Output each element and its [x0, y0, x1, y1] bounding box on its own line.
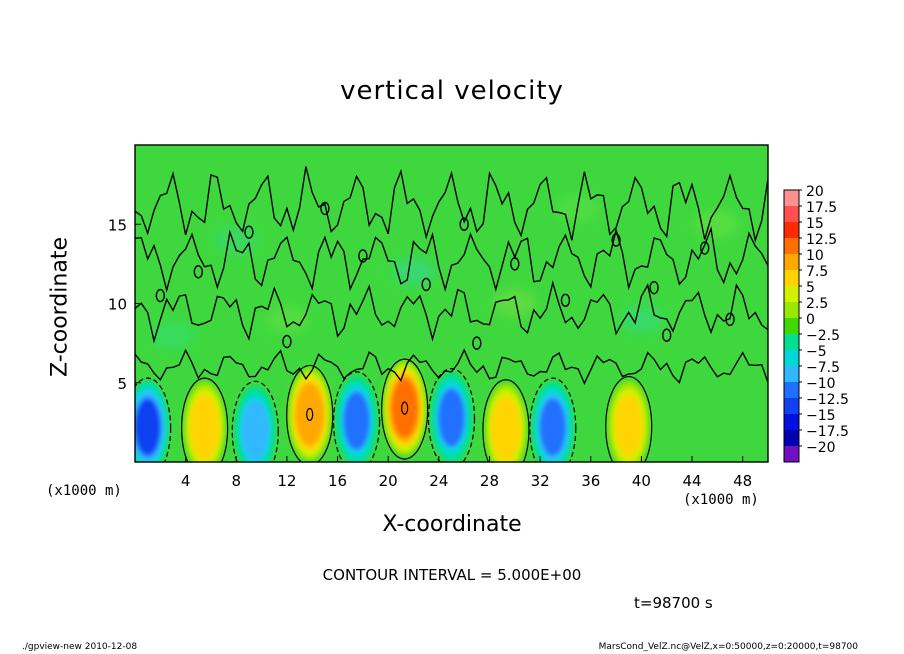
x-tick-label: 16 — [328, 472, 347, 490]
contour-blob — [725, 312, 735, 327]
x-tick-label: 48 — [733, 472, 752, 490]
y-tick-label: 5 — [117, 375, 127, 393]
downdraft-cell-3 — [332, 371, 381, 462]
colorbar-label: 17.5 — [806, 200, 837, 216]
contour-blob — [510, 257, 520, 271]
x-axis-units-right: (x1000 m) — [683, 492, 759, 508]
contour-line — [135, 348, 768, 385]
colorbar-swatch — [784, 382, 799, 399]
x-axis: 4 8 12 16 20 24 28 32 36 40 44 48 — [181, 456, 752, 490]
contour-blob — [560, 293, 571, 308]
colorbar-label: 15 — [806, 216, 824, 232]
contour-blob — [649, 280, 659, 295]
x-tick-label: 24 — [429, 472, 448, 490]
x-axis-units-left: (x1000 m) — [46, 483, 122, 499]
colorbar-frame — [783, 189, 800, 463]
contour-line — [135, 226, 768, 293]
x-tick-label: 12 — [277, 472, 296, 490]
colorbar-swatch — [784, 286, 799, 303]
contour-blob — [421, 277, 431, 292]
contour-blob — [358, 249, 368, 263]
x-tick-label: 32 — [531, 472, 550, 490]
colorbar-swatch — [784, 190, 799, 207]
colorbar-swatch — [784, 206, 799, 223]
colorbar-swatch — [784, 446, 799, 463]
plot-area — [134, 144, 769, 463]
contour-blob — [459, 217, 469, 231]
colorbar-swatch — [784, 430, 799, 447]
y-axis: 5 10 15 — [108, 216, 141, 393]
colorbar-label: 10 — [806, 248, 824, 264]
footer-right: MarsCond_VelZ.nc@VelZ,x=0:50000,z=0:2000… — [598, 642, 858, 652]
contour-blob — [155, 288, 166, 303]
contour-blob — [611, 233, 621, 247]
updraft-cell-2 — [286, 364, 334, 462]
colorbar-label: −5 — [806, 344, 827, 360]
colorbar-swatch — [784, 334, 799, 351]
colorbar-swatch — [784, 302, 799, 319]
colorbar-label: −12.5 — [806, 392, 849, 408]
contour-blob — [662, 328, 672, 342]
x-tick-label: 8 — [232, 472, 242, 490]
x-tick-label: 4 — [181, 472, 191, 490]
x-tick-label: 40 — [632, 472, 651, 490]
footer-left: ./gpview-new 2010-12-08 — [22, 642, 138, 652]
colorbar-swatch — [784, 414, 799, 431]
colorbar-label: −2.5 — [806, 328, 840, 344]
updraft-cell-6 — [482, 379, 530, 462]
colorbar-swatch — [784, 350, 799, 367]
contour-interval-label: CONTOUR INTERVAL = 5.000E+00 — [322, 566, 582, 584]
y-axis-title: Z-coordinate — [47, 237, 73, 377]
x-axis-title: X-coordinate — [382, 512, 522, 537]
colorbar-swatch — [784, 238, 799, 255]
contour-line — [135, 166, 768, 244]
colorbar-swatch — [784, 366, 799, 383]
contour-blob — [244, 225, 254, 239]
y-tick-label: 10 — [108, 296, 127, 314]
colorbar-label: 7.5 — [806, 264, 828, 280]
x-tick-label: 28 — [480, 472, 499, 490]
contour-blob — [193, 265, 204, 279]
contour-line — [135, 280, 768, 344]
contour-blob — [282, 334, 292, 349]
contour-blob — [472, 336, 482, 350]
downdraft-cell-5 — [427, 368, 476, 462]
updraft-cell-4 — [381, 358, 429, 460]
colorbar-swatch — [784, 270, 799, 287]
time-label: t=98700 s — [634, 594, 713, 612]
colorbar-swatch — [784, 318, 799, 335]
colorbar-label: 12.5 — [806, 232, 837, 248]
contour-blob — [700, 241, 710, 255]
colorbar-label: 20 — [806, 184, 824, 200]
colorbar-label: −20 — [806, 440, 836, 456]
updraft-cell-8 — [605, 375, 653, 462]
updraft-cell-0 — [181, 377, 229, 462]
colorbar-label: −10 — [806, 376, 836, 392]
colorbar-label: 2.5 — [806, 296, 828, 312]
colorbar-swatch — [784, 398, 799, 415]
contour-blob — [320, 201, 330, 216]
downdraft-cell-7 — [529, 377, 577, 462]
colorbar-label: 5 — [806, 280, 815, 296]
downdraft-cell-1 — [231, 380, 279, 462]
colorbar-label: −15 — [806, 408, 836, 424]
y-tick-label: 15 — [108, 216, 127, 234]
x-tick-label: 44 — [682, 472, 701, 490]
colorbar-swatch — [784, 222, 799, 239]
colorbar-label: 0 — [806, 312, 815, 328]
downdraft-cell-9 — [135, 377, 172, 462]
colorbar-label: −7.5 — [806, 360, 840, 376]
colorbar: 2017.51512.5107.552.50−2.5−5−7.5−10−12.5… — [783, 184, 849, 463]
colorbar-swatch — [784, 254, 799, 271]
x-tick-label: 36 — [581, 472, 600, 490]
chart-title: vertical velocity — [340, 76, 564, 106]
x-tick-label: 20 — [379, 472, 398, 490]
colorbar-label: −17.5 — [806, 424, 849, 440]
